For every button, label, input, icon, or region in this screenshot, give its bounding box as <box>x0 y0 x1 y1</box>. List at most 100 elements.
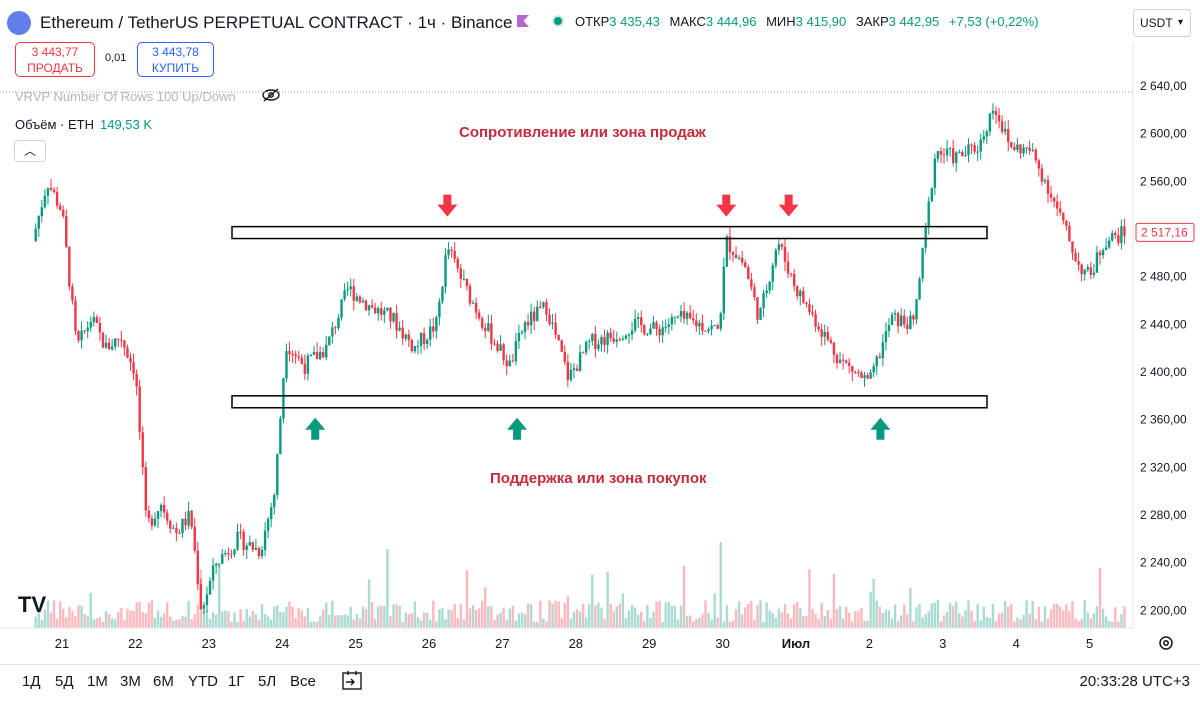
volume-bar <box>282 612 285 628</box>
volume-bar <box>722 621 726 628</box>
volume-bar <box>1003 601 1007 628</box>
volume-bar <box>997 613 1001 628</box>
volume-bar <box>260 604 264 628</box>
range-button[interactable]: 1Г <box>228 673 245 690</box>
candle-body <box>612 338 615 342</box>
candle-body <box>468 286 472 304</box>
price-chart[interactable]: 2 640,002 600,002 560,002 520,002 480,00… <box>0 0 1200 664</box>
volume-bar <box>688 615 692 628</box>
flag-icon[interactable] <box>517 15 529 27</box>
volume-bar <box>83 614 86 628</box>
volume-legend[interactable]: Объём · ETH 149,53 K <box>15 117 152 132</box>
volume-bar <box>655 601 658 628</box>
volume-bar <box>65 617 68 628</box>
candle-body <box>979 139 982 152</box>
time-tick-label: 28 <box>569 636 583 651</box>
volume-bar <box>851 621 854 628</box>
candle-body <box>679 310 683 317</box>
volume-bar <box>829 618 833 628</box>
candle-body <box>615 339 618 342</box>
candle-body <box>958 151 961 153</box>
volume-bar <box>169 616 172 628</box>
candle-body <box>129 357 132 363</box>
candle-body <box>425 339 429 345</box>
candle-body <box>1104 247 1108 251</box>
candle-body <box>239 531 242 533</box>
sell-label: ПРОДАТЬ <box>27 61 83 75</box>
candle-body <box>973 145 976 152</box>
volume-bar <box>750 600 753 628</box>
volume-bar <box>49 612 53 628</box>
buy-button[interactable]: 3 443,78 КУПИТЬ <box>137 42 214 77</box>
goto-date-icon[interactable] <box>340 670 364 692</box>
range-button[interactable]: Все <box>290 673 316 690</box>
volume-bar <box>138 601 141 628</box>
candle-body <box>554 322 557 335</box>
volume-bar <box>441 607 444 628</box>
candle-body <box>600 337 603 345</box>
range-button[interactable]: 3М <box>120 673 141 690</box>
candle-body <box>701 322 704 331</box>
volume-bar <box>744 607 747 628</box>
range-button[interactable]: 5Л <box>258 673 277 690</box>
candle-body <box>942 154 946 156</box>
candle-body <box>404 334 407 339</box>
candle-body <box>1114 232 1117 236</box>
range-button[interactable]: 6М <box>153 673 174 690</box>
collapse-legend-button[interactable]: ︿ <box>14 140 46 162</box>
candle-body <box>551 322 554 324</box>
candle-body <box>1065 220 1068 226</box>
clock[interactable]: 20:33:28 UTC+3 <box>1079 673 1191 690</box>
candle-body <box>1068 225 1071 242</box>
candle-body <box>68 246 71 287</box>
candle-body <box>1092 272 1096 275</box>
vrvp-legend[interactable]: VRVP Number Of Rows 100 Up/Down <box>15 89 236 104</box>
candle-body <box>955 152 958 163</box>
volume-bar <box>248 616 251 628</box>
volume-bar <box>95 618 99 628</box>
candle-body <box>410 339 414 352</box>
candle-body <box>1046 180 1050 194</box>
range-button[interactable]: YTD <box>188 673 218 690</box>
candle-body <box>780 244 784 247</box>
candle-body <box>370 305 374 308</box>
volume-bar <box>288 601 291 628</box>
candle-body <box>802 290 805 303</box>
candle-body <box>814 313 817 327</box>
volume-bar <box>606 571 609 628</box>
market-status-icon <box>552 15 564 27</box>
volume-bar <box>477 608 481 628</box>
volume-bar <box>563 602 566 628</box>
volume-bar <box>1000 612 1004 628</box>
candle-body <box>575 368 579 371</box>
candle-body <box>511 360 514 362</box>
candle-body <box>147 510 151 519</box>
range-button[interactable]: 5Д <box>55 673 74 690</box>
symbol-title[interactable]: Ethereum / TetherUS PERPETUAL CONTRACT ·… <box>40 13 513 32</box>
volume-bar <box>141 612 144 628</box>
eye-hidden-icon[interactable] <box>262 88 280 102</box>
candle-body <box>857 371 860 373</box>
candle-body <box>838 359 842 364</box>
candle-body <box>823 331 826 337</box>
volume-bar <box>184 616 187 628</box>
volume-bar <box>1059 606 1062 628</box>
volume-bar <box>597 602 600 628</box>
candle-body <box>640 317 643 326</box>
range-button[interactable]: 1М <box>87 673 108 690</box>
sell-button[interactable]: 3 443,77 ПРОДАТЬ <box>15 42 95 77</box>
candle-body <box>282 378 285 419</box>
candle-body <box>34 228 37 241</box>
candle-body <box>318 352 322 360</box>
candle-body <box>407 334 411 340</box>
currency-select[interactable]: USDT ▾ <box>1133 9 1191 37</box>
volume-bar <box>221 611 224 628</box>
candle-body <box>563 351 566 362</box>
range-button[interactable]: 1Д <box>22 673 41 690</box>
volume-bar <box>465 570 469 628</box>
volume-bar <box>208 618 212 628</box>
candle-body <box>358 296 362 303</box>
volume-bar <box>1065 604 1068 628</box>
volume-bar <box>303 616 307 628</box>
volume-bar <box>939 621 943 628</box>
